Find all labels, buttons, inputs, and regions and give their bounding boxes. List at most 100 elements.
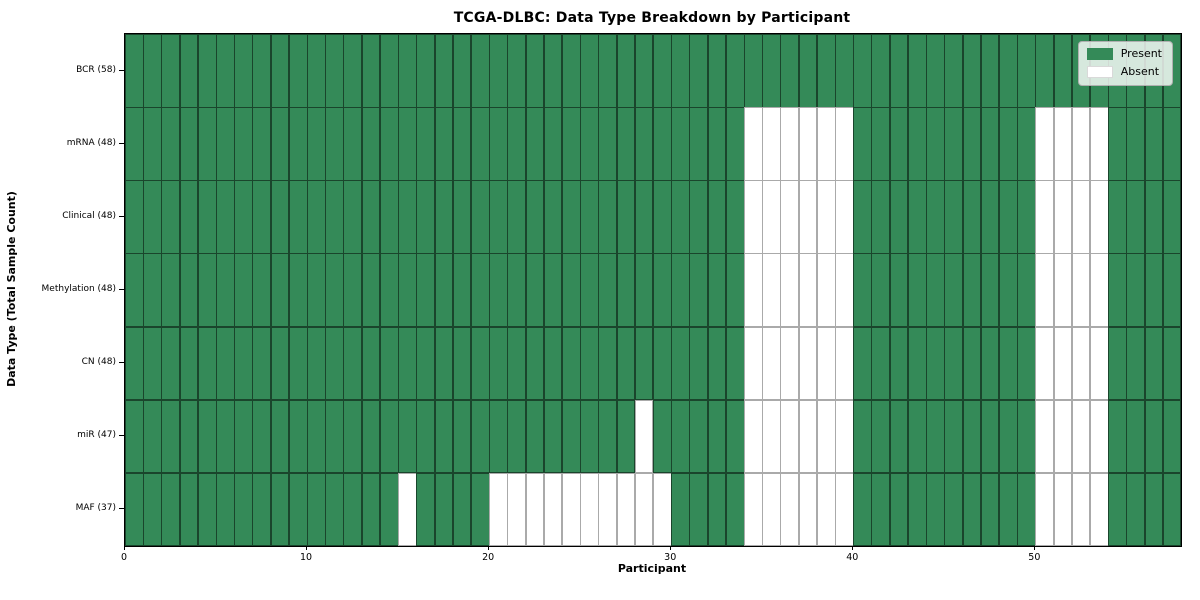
heatmap-cell [835,180,854,254]
heatmap-cell [653,34,672,108]
heatmap-cell [689,399,709,474]
heatmap-cell [725,107,745,181]
heatmap-cell [325,326,344,401]
heatmap-cell [816,326,836,401]
heatmap-cell [489,107,508,181]
heatmap-cell [725,326,745,401]
heatmap-cell [470,399,490,474]
y-tick-mark [119,362,124,364]
heatmap-cell [543,180,563,254]
heatmap-cell [1071,253,1091,328]
heatmap-cell [1162,472,1182,547]
heatmap-cell [871,472,891,547]
heatmap-cell [998,107,1018,181]
heatmap-cell [944,180,963,254]
heatmap-cell [470,472,490,547]
heatmap-cell [835,253,854,328]
heatmap-cell [216,326,235,401]
heatmap-cell [434,326,454,401]
heatmap-cell [1108,399,1127,474]
heatmap-cell [689,107,709,181]
heatmap-cell [580,34,599,108]
heatmap-cell [707,399,727,474]
heatmap-cell [889,399,909,474]
heatmap-cell [1017,399,1036,474]
heatmap-cell [998,472,1018,547]
heatmap-cell [525,107,545,181]
heatmap-cell [598,253,618,328]
heatmap-cell [653,253,672,328]
heatmap-cell [598,107,618,181]
heatmap-cell [1089,399,1109,474]
heatmap-cell [962,472,982,547]
heatmap-cell [653,107,672,181]
heatmap-cell [944,326,963,401]
heatmap-cell [816,399,836,474]
x-tick-mark [670,546,672,550]
heatmap-cell [270,34,290,108]
heatmap-cell [452,34,472,108]
heatmap-cell [1035,399,1055,474]
heatmap-cell [361,326,381,401]
heatmap-cell [634,472,654,547]
heatmap-cell [744,107,763,181]
heatmap-cell [143,253,162,328]
heatmap-cell [1017,107,1036,181]
heatmap-cell [161,472,181,547]
heatmap-cell [1053,399,1073,474]
heatmap-cell [270,399,290,474]
heatmap-cell [725,253,745,328]
heatmap-cell [835,399,854,474]
heatmap-cell [325,107,344,181]
heatmap-cell [143,326,162,401]
heatmap-cell [744,472,763,547]
heatmap-cell [398,180,417,254]
heatmap-cell [543,399,563,474]
heatmap-cell [398,399,417,474]
heatmap-cell [853,472,872,547]
heatmap-cell [489,399,508,474]
heatmap-cell [1162,180,1182,254]
heatmap-cell [944,253,963,328]
heatmap-cell [1017,472,1036,547]
heatmap-cell [325,180,344,254]
y-tick-label: Clinical (48) [62,210,116,221]
heatmap-cell [1126,107,1146,181]
heatmap-cell [379,180,399,254]
heatmap-cell [616,107,636,181]
heatmap-cell [907,34,927,108]
heatmap-cell [179,34,199,108]
x-tick-label: 50 [1028,552,1041,563]
heatmap-cell [907,253,927,328]
heatmap-cell [744,253,763,328]
heatmap-cell [998,253,1018,328]
legend-label-absent: Absent [1120,65,1160,78]
heatmap-cell [307,34,326,108]
x-tick-mark [124,546,125,550]
heatmap-cell [434,472,454,547]
heatmap-cell [197,399,217,474]
heatmap-cell [270,180,290,254]
heatmap-cell [889,34,909,108]
heatmap-cell [343,326,363,401]
heatmap-cell [598,472,618,547]
heatmap-cell [161,326,181,401]
heatmap-cell [1126,180,1146,254]
heatmap-cell [853,180,872,254]
heatmap-cell [343,107,363,181]
heatmap-cell [580,326,599,401]
heatmap-cell [234,399,253,474]
heatmap-cell [944,107,963,181]
heatmap-cell [889,180,909,254]
heatmap-cell [907,107,927,181]
heatmap-cell [1035,107,1055,181]
heatmap-cell [798,34,818,108]
x-tick-label: 10 [300,552,313,563]
x-tick-label: 30 [664,552,677,563]
heatmap-cell [234,34,253,108]
heatmap-cell [944,399,963,474]
heatmap-cell [634,399,654,474]
heatmap-cell [307,472,326,547]
heatmap-cell [671,180,690,254]
heatmap-cell [379,34,399,108]
